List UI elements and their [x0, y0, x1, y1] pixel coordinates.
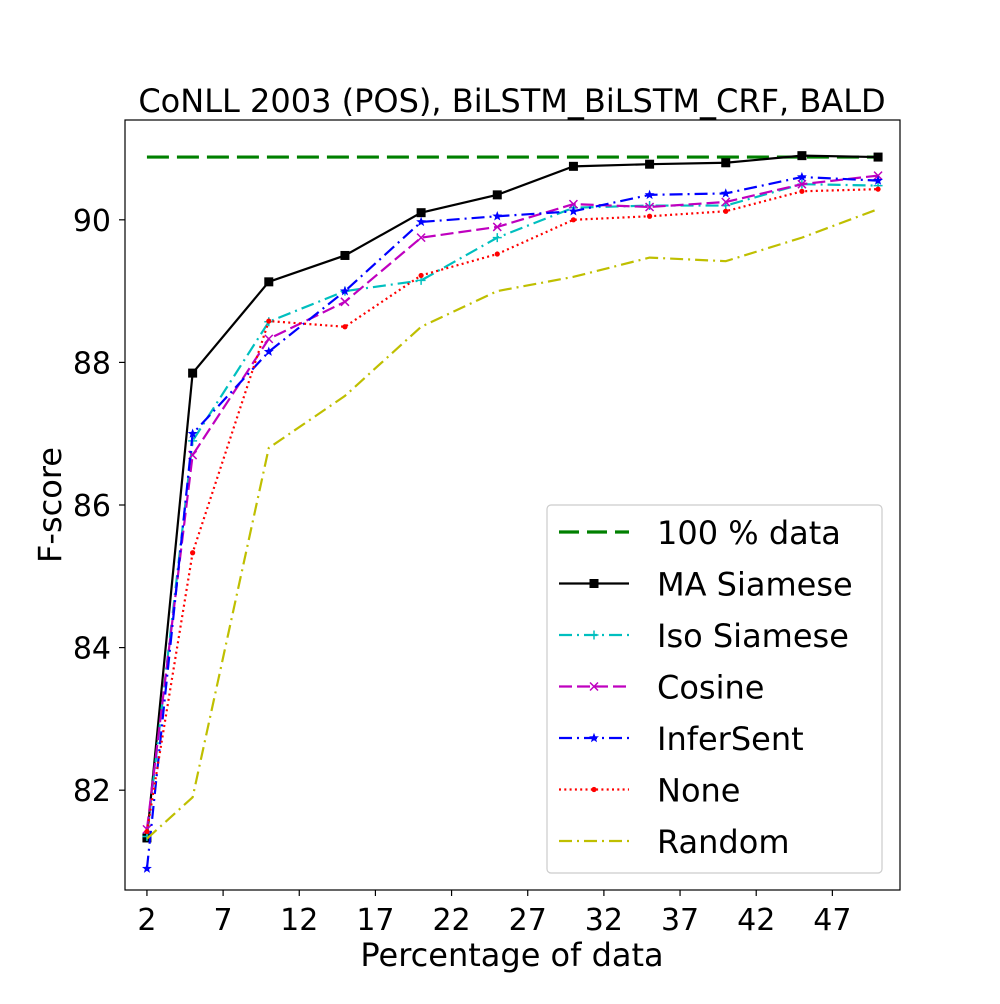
data-point-cosine	[264, 334, 274, 344]
data-point-cosine	[340, 297, 350, 307]
x-tick-label: 32	[585, 903, 623, 938]
y-axis-ticks: 82 84 86 88 90	[73, 204, 125, 809]
data-point-cosine	[645, 202, 655, 212]
data-point-infersent	[492, 211, 503, 221]
data-point-infersent	[141, 863, 152, 873]
legend-marker-infersent	[589, 732, 599, 743]
data-point-cosine	[797, 179, 807, 189]
x-tick-label: 47	[813, 903, 851, 938]
series-none	[144, 186, 881, 835]
x-tick-label: 7	[214, 903, 233, 938]
data-point-none	[418, 272, 424, 279]
data-point-ma-siamese	[416, 208, 426, 218]
x-axis-label: Percentage of data	[360, 936, 663, 974]
y-tick-label: 84	[73, 632, 111, 667]
data-point-ma-siamese	[797, 151, 807, 161]
series-line-random	[146, 208, 879, 840]
y-tick-label: 88	[73, 346, 111, 381]
x-tick-label: 37	[661, 903, 699, 938]
x-axis-ticks: 2 7 12 17 22 27 32 37 42 47	[137, 890, 851, 938]
chart-title: CoNLL 2003 (POS), BiLSTM_BiLSTM_CRF, BAL…	[138, 82, 885, 120]
legend-label-iso-siamese: Iso Siamese	[657, 617, 849, 655]
y-tick-label: 90	[73, 204, 111, 239]
data-point-ma-siamese	[340, 250, 350, 260]
data-point-none	[875, 186, 881, 192]
legend-label-ma-siamese: MA Siamese	[657, 566, 853, 604]
legend-label-none: None	[657, 772, 740, 810]
legend-marker-iso-siamese	[589, 630, 599, 640]
legend-box	[546, 504, 883, 874]
data-point-ma-siamese	[645, 159, 655, 169]
data-point-infersent	[644, 189, 655, 200]
data-point-infersent	[263, 346, 274, 356]
series-random	[146, 208, 879, 840]
data-point-none	[266, 318, 272, 324]
data-point-none	[646, 213, 653, 219]
data-point-none	[570, 217, 577, 223]
series-group	[141, 151, 884, 873]
data-point-infersent	[796, 171, 807, 182]
x-tick-label: 42	[737, 903, 775, 938]
data-point-ma-siamese	[264, 277, 274, 287]
data-point-cosine	[416, 233, 426, 243]
data-point-none	[494, 251, 500, 257]
data-point-cosine	[721, 197, 731, 207]
data-point-infersent	[568, 206, 579, 216]
legend-marker-cosine	[589, 681, 599, 692]
legend-label-cosine: Cosine	[657, 669, 764, 707]
data-point-none	[190, 550, 196, 556]
data-point-none	[723, 208, 729, 214]
legend-marker-none	[591, 786, 597, 793]
data-point-ma-siamese	[568, 161, 578, 171]
data-point-infersent	[340, 285, 350, 296]
y-axis-label: F-score	[31, 447, 69, 563]
data-point-infersent	[416, 216, 427, 227]
data-point-none	[342, 324, 348, 330]
data-point-ma-siamese	[188, 368, 198, 378]
data-point-ma-siamese	[721, 158, 731, 168]
x-tick-label: 17	[356, 903, 394, 938]
legend-label-100-data: 100 % data	[657, 514, 841, 552]
data-point-none	[799, 188, 805, 194]
x-tick-label: 12	[280, 903, 318, 938]
x-tick-label: 22	[432, 903, 470, 938]
x-tick-label: 2	[137, 903, 156, 938]
data-point-none	[144, 828, 150, 835]
data-point-ma-siamese	[873, 152, 883, 162]
data-point-infersent	[873, 175, 884, 185]
data-point-cosine	[492, 222, 502, 232]
data-point-cosine	[568, 199, 578, 209]
x-tick-label: 27	[509, 903, 547, 938]
data-point-ma-siamese	[492, 190, 502, 200]
legend-marker-ma-siamese	[589, 579, 599, 588]
data-point-infersent	[187, 428, 198, 438]
y-tick-label: 86	[73, 489, 111, 524]
y-tick-label: 82	[73, 774, 111, 809]
legend-label-random: Random	[657, 823, 789, 861]
data-point-iso-siamese	[645, 201, 655, 211]
data-point-infersent	[720, 188, 731, 198]
legend: 100 % data MA Siamese Iso Siamese Cosine Inf…	[546, 504, 883, 874]
data-point-iso-siamese	[492, 233, 502, 243]
legend-label-infersent: InferSent	[657, 720, 804, 758]
series-infersent	[141, 171, 884, 873]
